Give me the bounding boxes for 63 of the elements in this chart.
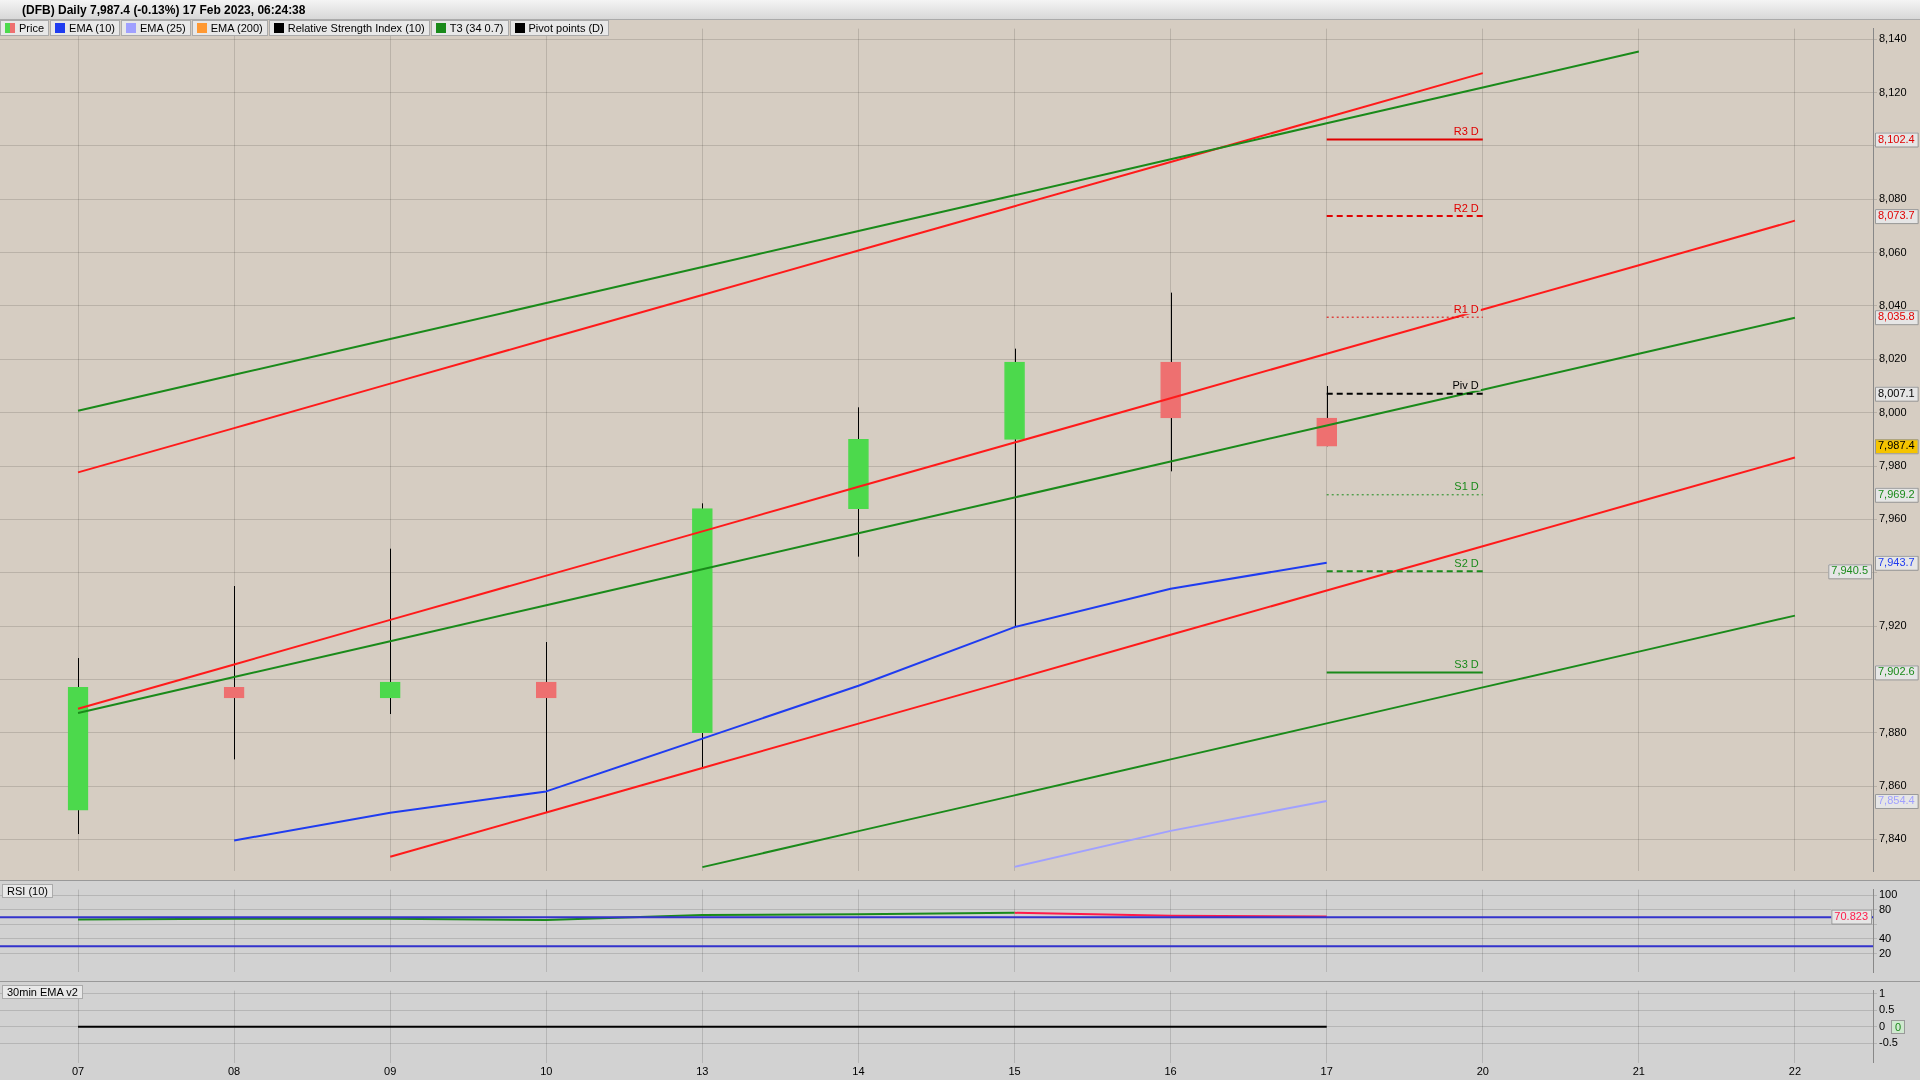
legend-label: EMA (200) bbox=[210, 22, 263, 34]
y-tick-label: 0 bbox=[1879, 1019, 1886, 1032]
x-tick-label: 08 bbox=[228, 1065, 241, 1078]
annotation: 8,007.1 bbox=[1878, 386, 1915, 399]
ref-line-label: R3 D bbox=[1453, 125, 1479, 138]
chart-title: RSI (10) bbox=[2, 884, 53, 898]
y-tick-label: 7,920 bbox=[1879, 619, 1907, 632]
x-tick-label: 09 bbox=[384, 1065, 397, 1078]
y-tick-label: 40 bbox=[1879, 932, 1892, 945]
annotation: 8,073.7 bbox=[1878, 209, 1915, 222]
y-tick-label: 100 bbox=[1879, 888, 1898, 901]
y-tick-label: 7,840 bbox=[1879, 832, 1907, 845]
chart-title: (DFB) Daily 7,987.4 (-0.13%) 17 Feb 2023, 06:24:38 bbox=[0, 0, 1920, 20]
annotation: 7,969.2 bbox=[1878, 487, 1915, 500]
x-tick-label: 15 bbox=[1008, 1065, 1021, 1078]
y-tick-label: 1 bbox=[1879, 986, 1886, 999]
y-tick-label: 7,980 bbox=[1879, 459, 1907, 472]
x-tick-label: 17 bbox=[1320, 1065, 1333, 1078]
candlestick bbox=[535, 641, 557, 814]
x-tick-label: 22 bbox=[1788, 1065, 1802, 1078]
y-tick-label: 8,140 bbox=[1879, 32, 1907, 45]
chart-title: 30min EMA v2 bbox=[2, 985, 83, 999]
annotation: 7,854.4 bbox=[1878, 794, 1915, 807]
y-tick-label: 7,880 bbox=[1879, 725, 1907, 738]
y-tick-label: 8,020 bbox=[1879, 352, 1907, 365]
ref-line-label: S3 D bbox=[1454, 657, 1479, 670]
legend-label: T3 (34 0.7) bbox=[449, 22, 504, 34]
x-tick-label: 14 bbox=[852, 1065, 865, 1078]
y-tick-label: 8,120 bbox=[1879, 85, 1907, 98]
annotation: 7,940.5 bbox=[1831, 564, 1868, 577]
ref-line-label: S2 D bbox=[1454, 556, 1479, 569]
y-tick-label: 7,860 bbox=[1879, 779, 1907, 792]
y-tick-label: 8,080 bbox=[1879, 192, 1907, 205]
candlestick bbox=[379, 548, 401, 715]
x-tick-label: 21 bbox=[1632, 1065, 1645, 1078]
annotation: 8,035.8 bbox=[1878, 310, 1915, 323]
annotation: 7,987.4 bbox=[1878, 439, 1915, 452]
ref-line-label: R2 D bbox=[1453, 201, 1479, 214]
annotation: 7,902.6 bbox=[1878, 665, 1915, 678]
annotation: 7,943.7 bbox=[1878, 555, 1915, 568]
y-tick-label: 80 bbox=[1879, 902, 1892, 915]
candlestick bbox=[223, 585, 245, 760]
y-tick-label: 7,960 bbox=[1879, 512, 1907, 525]
x-tick-label: 10 bbox=[540, 1065, 553, 1078]
legend-label: Pivot points (D) bbox=[528, 22, 604, 34]
annotation: 70.823 bbox=[1834, 909, 1869, 922]
y-tick-label: 20 bbox=[1879, 946, 1892, 959]
x-tick-label: 07 bbox=[71, 1065, 85, 1078]
legend-label: Relative Strength Index (10) bbox=[287, 22, 425, 34]
ref-line-label: Piv D bbox=[1452, 379, 1479, 392]
y-tick-label: 8,060 bbox=[1879, 245, 1907, 258]
y-tick-label: -0.5 bbox=[1879, 1036, 1898, 1049]
x-tick-label: 16 bbox=[1164, 1065, 1177, 1078]
legend-label: Price bbox=[19, 22, 45, 34]
x-tick-label: 13 bbox=[696, 1065, 709, 1078]
legend-label: EMA (10) bbox=[69, 22, 115, 34]
y-tick-label: 0.5 bbox=[1879, 1003, 1895, 1016]
ref-line-label: S1 D bbox=[1454, 480, 1479, 493]
y-tick-label: 8,040 bbox=[1879, 299, 1907, 312]
y-tick-label: 8,000 bbox=[1879, 405, 1907, 418]
annotation: 8,102.4 bbox=[1878, 132, 1915, 145]
x-tick-label: 20 bbox=[1476, 1065, 1489, 1078]
legend-label: EMA (25) bbox=[139, 22, 186, 34]
